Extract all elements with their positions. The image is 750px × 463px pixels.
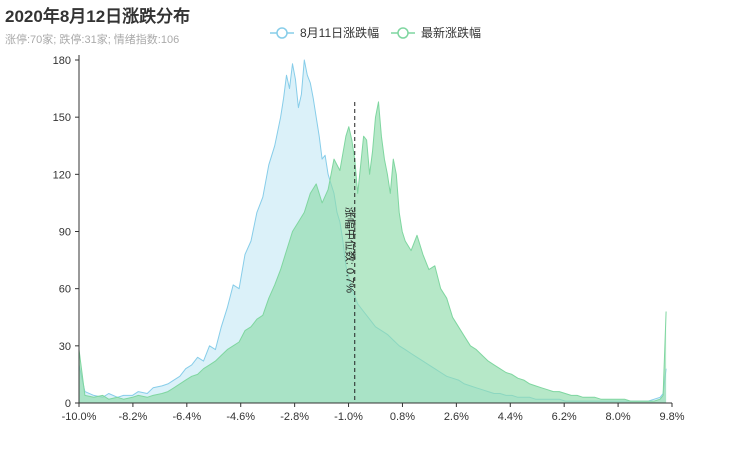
- chart-subtitle: 涨停:70家; 跌停:31家; 情绪指数:106: [5, 34, 180, 46]
- median-label: 涨幅中位数: 0.7%: [344, 207, 358, 293]
- legend-marker: [397, 27, 409, 39]
- x-tick-label: -1.0%: [334, 411, 363, 423]
- x-tick-label: 6.2%: [552, 411, 577, 423]
- y-tick-label: 30: [59, 341, 71, 353]
- legend-label: 8月11日涨跌幅: [300, 25, 379, 40]
- x-tick-label: 4.4%: [498, 411, 523, 423]
- legend-item-1: 最新涨跌幅: [391, 25, 481, 40]
- y-tick-label: 60: [59, 284, 71, 296]
- series-area-1: [79, 101, 667, 404]
- y-tick-label: 120: [53, 169, 71, 181]
- x-tick-label: 2.6%: [444, 411, 469, 423]
- series-area-0: [79, 60, 667, 403]
- chart-title: 2020年8月12日涨跌分布: [5, 7, 191, 26]
- x-tick-label: 8.0%: [606, 411, 631, 423]
- y-tick-label: 90: [59, 227, 71, 239]
- legend-item-0: 8月11日涨跌幅: [270, 25, 379, 40]
- legend-label: 最新涨跌幅: [421, 25, 481, 40]
- x-tick-label: -10.0%: [62, 411, 97, 423]
- x-tick-label: -8.2%: [119, 411, 148, 423]
- x-tick-label: -4.6%: [226, 411, 255, 423]
- legend-marker: [276, 27, 288, 39]
- y-tick-label: 150: [53, 112, 71, 124]
- x-tick-label: -6.4%: [172, 411, 201, 423]
- x-tick-label: -2.8%: [280, 411, 309, 423]
- x-tick-label: 9.8%: [659, 411, 684, 423]
- y-tick-label: 0: [65, 398, 71, 410]
- series-line-1: [78, 101, 667, 402]
- y-tick-label: 180: [53, 55, 71, 67]
- x-tick-label: 0.8%: [390, 411, 415, 423]
